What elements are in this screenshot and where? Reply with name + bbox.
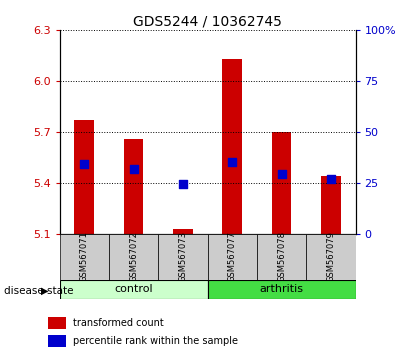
Bar: [48, 335, 66, 347]
Bar: [208, 280, 356, 299]
Bar: [272, 132, 291, 234]
Text: arthritis: arthritis: [259, 284, 304, 295]
Bar: [109, 234, 158, 280]
Bar: [124, 139, 143, 234]
Bar: [208, 234, 257, 280]
Text: percentile rank within the sample: percentile rank within the sample: [73, 336, 238, 346]
Text: control: control: [114, 284, 153, 295]
Text: ▶: ▶: [41, 286, 48, 296]
Bar: [321, 176, 341, 234]
Bar: [158, 234, 208, 280]
Text: disease state: disease state: [4, 286, 74, 296]
Bar: [60, 234, 109, 280]
Point: [328, 177, 334, 182]
Point: [229, 160, 236, 165]
Text: transformed count: transformed count: [73, 318, 163, 328]
Text: GSM567072: GSM567072: [129, 231, 138, 282]
Text: GSM567077: GSM567077: [228, 231, 237, 282]
Point: [180, 182, 186, 187]
Bar: [60, 280, 208, 299]
Bar: [257, 234, 306, 280]
Bar: [222, 59, 242, 234]
Title: GDS5244 / 10362745: GDS5244 / 10362745: [133, 15, 282, 29]
Bar: [74, 120, 94, 234]
Text: GSM567079: GSM567079: [326, 231, 335, 282]
Point: [130, 166, 137, 172]
Bar: [48, 317, 66, 329]
Point: [81, 161, 88, 167]
Text: GSM567071: GSM567071: [80, 231, 89, 282]
Bar: [173, 229, 193, 234]
Bar: [306, 234, 356, 280]
Point: [278, 171, 285, 177]
Text: GSM567073: GSM567073: [178, 231, 187, 282]
Text: GSM567078: GSM567078: [277, 231, 286, 282]
